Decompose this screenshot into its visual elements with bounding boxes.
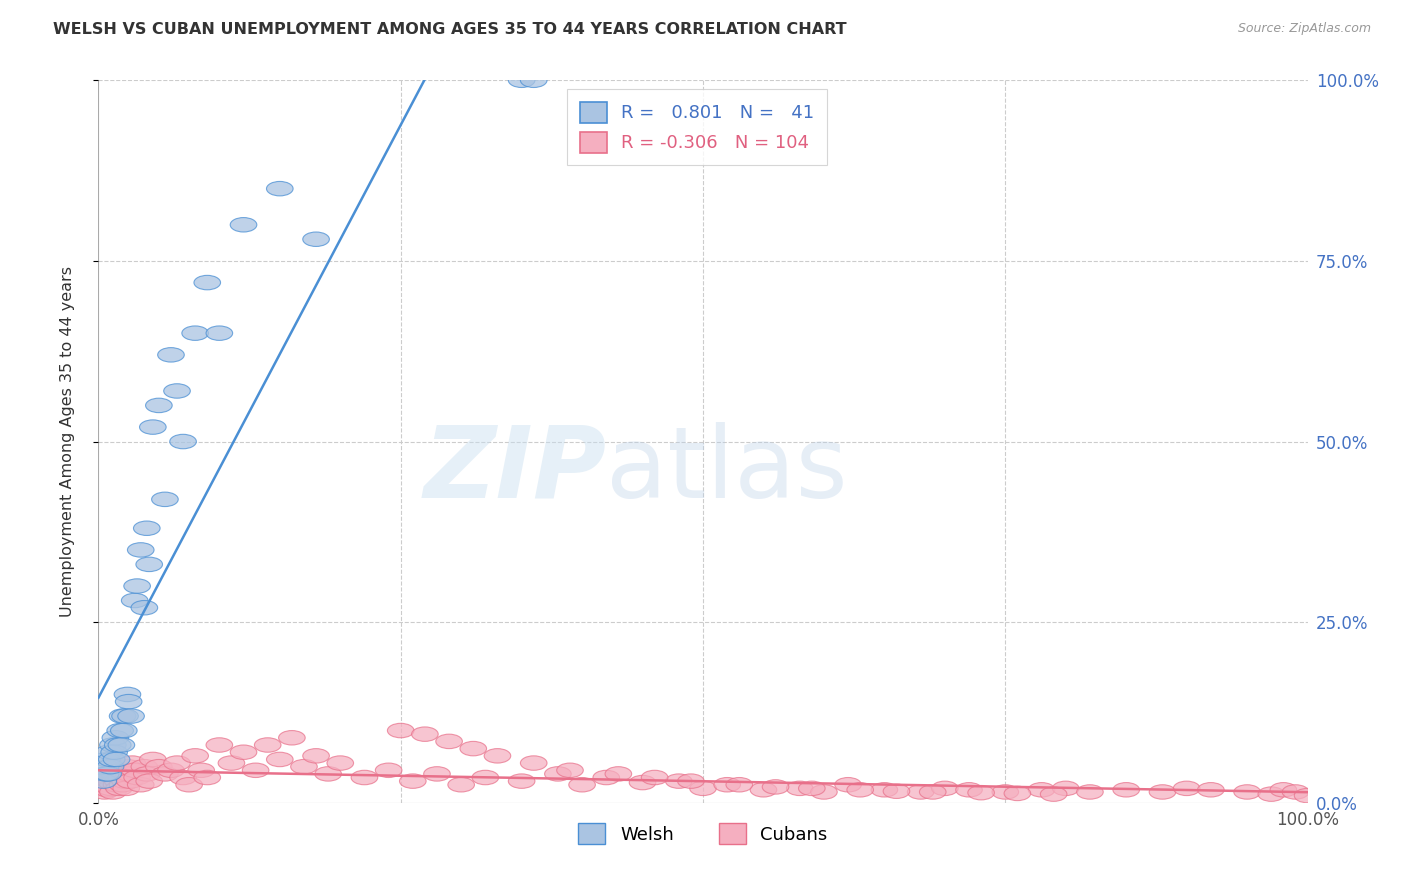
Legend: Welsh, Cubans: Welsh, Cubans [571, 816, 835, 852]
Text: Source: ZipAtlas.com: Source: ZipAtlas.com [1237, 22, 1371, 36]
Text: WELSH VS CUBAN UNEMPLOYMENT AMONG AGES 35 TO 44 YEARS CORRELATION CHART: WELSH VS CUBAN UNEMPLOYMENT AMONG AGES 3… [53, 22, 846, 37]
Text: ZIP: ZIP [423, 422, 606, 519]
Text: atlas: atlas [606, 422, 848, 519]
Y-axis label: Unemployment Among Ages 35 to 44 years: Unemployment Among Ages 35 to 44 years [60, 266, 75, 617]
